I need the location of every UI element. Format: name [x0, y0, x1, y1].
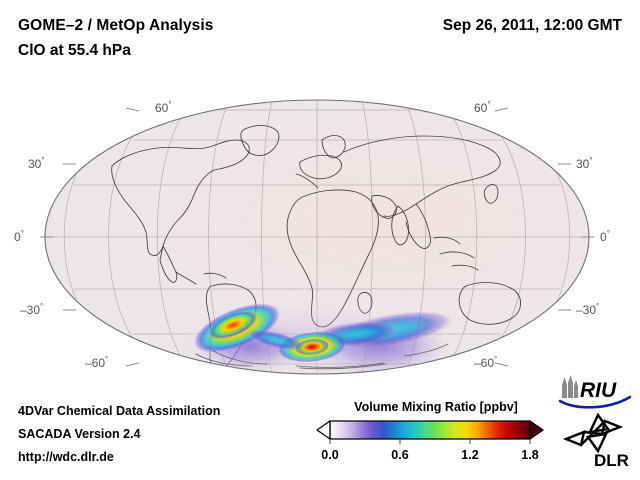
plume-central-core — [295, 338, 329, 356]
colorbar-title: Volume Mixing Ratio [ppbv] — [354, 400, 518, 414]
lat-label-right-m30: –30° — [576, 302, 600, 317]
world-map: 60° 30° 0° –30° –60° 60° 30° 0° –30° –60… — [0, 78, 640, 388]
globe-contents — [45, 100, 589, 374]
colorbar-tick-1: 0.6 — [391, 448, 409, 462]
lat-label-right-m60: –60° — [474, 355, 498, 370]
lat-label-left-30: 30° — [28, 156, 45, 171]
colorbar-tick-labels: 0.0 0.6 1.2 1.8 — [314, 448, 546, 464]
colorbar-extend-high — [529, 420, 544, 440]
dlr-logo: DLR — [558, 412, 638, 470]
mollweide-projection — [40, 99, 594, 375]
lat-label-left-60: 60° — [155, 100, 172, 115]
colorbar-extend-low — [316, 420, 331, 440]
lat-label-right-30: 30° — [576, 156, 593, 171]
colorbar-body — [329, 420, 531, 440]
page-subtitle: ClO at 55.4 hPa — [18, 42, 131, 59]
lat-label-left-m60: –60° — [85, 355, 109, 370]
lat-label-right-0: 0° — [600, 229, 610, 244]
valid-datetime: Sep 26, 2011, 12:00 GMT — [442, 17, 622, 34]
lat-label-right-60: 60° — [474, 100, 491, 115]
footer-line-version: SACADA Version 2.4 — [18, 427, 141, 441]
lat-label-left-0: 0° — [14, 229, 24, 244]
plume-west-core — [208, 310, 258, 340]
riu-tower-icon — [562, 375, 578, 398]
colorbar — [314, 420, 546, 444]
riu-swoosh-icon — [558, 395, 632, 409]
riu-logo-text: RIU — [580, 379, 617, 402]
colorbar-tick-2: 1.2 — [461, 448, 479, 462]
riu-logo: RIU — [556, 372, 636, 410]
dlr-logo-svg: DLR — [562, 412, 629, 470]
footer-line-url[interactable]: http://wdc.dlr.de — [18, 450, 114, 464]
colorbar-tick-0: 0.0 — [321, 448, 339, 462]
clo-plume-field — [150, 296, 454, 374]
lat-label-left-m30: –30° — [20, 302, 44, 317]
colorbar-svg — [316, 420, 544, 444]
dlr-logo-text: DLR — [594, 451, 629, 470]
lat-tick-marks — [40, 107, 594, 367]
page-title: GOME–2 / MetOp Analysis — [18, 17, 214, 34]
plume-ribbon — [246, 329, 306, 351]
colorbar-tick-3: 1.8 — [521, 448, 539, 462]
dlr-pinwheel-icon — [562, 412, 624, 454]
riu-logo-svg: RIU — [558, 375, 632, 409]
footer-line-method: 4DVar Chemical Data Assimilation — [18, 404, 221, 418]
colorbar-ticks — [329, 439, 531, 444]
